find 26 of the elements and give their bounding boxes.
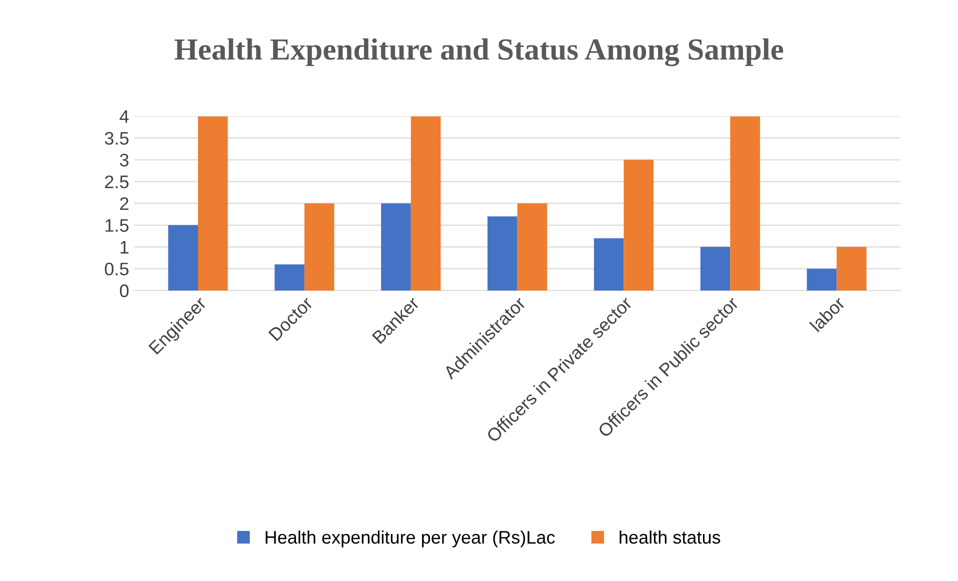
y-tick-label: 1 (120, 241, 128, 254)
bar (198, 116, 228, 290)
bar (381, 203, 411, 290)
bar (594, 238, 624, 290)
y-tick-label: 4 (120, 110, 129, 123)
bar (517, 203, 548, 290)
legend-label: Health expenditure per year (Rs)Lac (266, 530, 555, 548)
bar (730, 116, 760, 290)
bar (806, 268, 837, 290)
bar (624, 160, 654, 290)
y-tick-label: 3.5 (104, 132, 129, 145)
bar (168, 225, 198, 290)
bar (836, 246, 866, 290)
y-tick-label: 2.5 (105, 175, 129, 188)
bar (488, 216, 518, 290)
y-tick-label: 1.5 (106, 219, 129, 232)
chart-title: Health Expenditure and Status Among Sample (174, 38, 784, 66)
bar (700, 246, 730, 290)
y-tick-label: 0.5 (104, 262, 129, 276)
y-tick-label: 2 (120, 197, 128, 210)
bar (274, 264, 304, 290)
y-tick-label: 3 (120, 154, 128, 166)
bar (410, 116, 441, 290)
bar (304, 203, 334, 290)
y-tick-label: 0 (120, 284, 129, 298)
legend-label: health status (620, 530, 720, 544)
